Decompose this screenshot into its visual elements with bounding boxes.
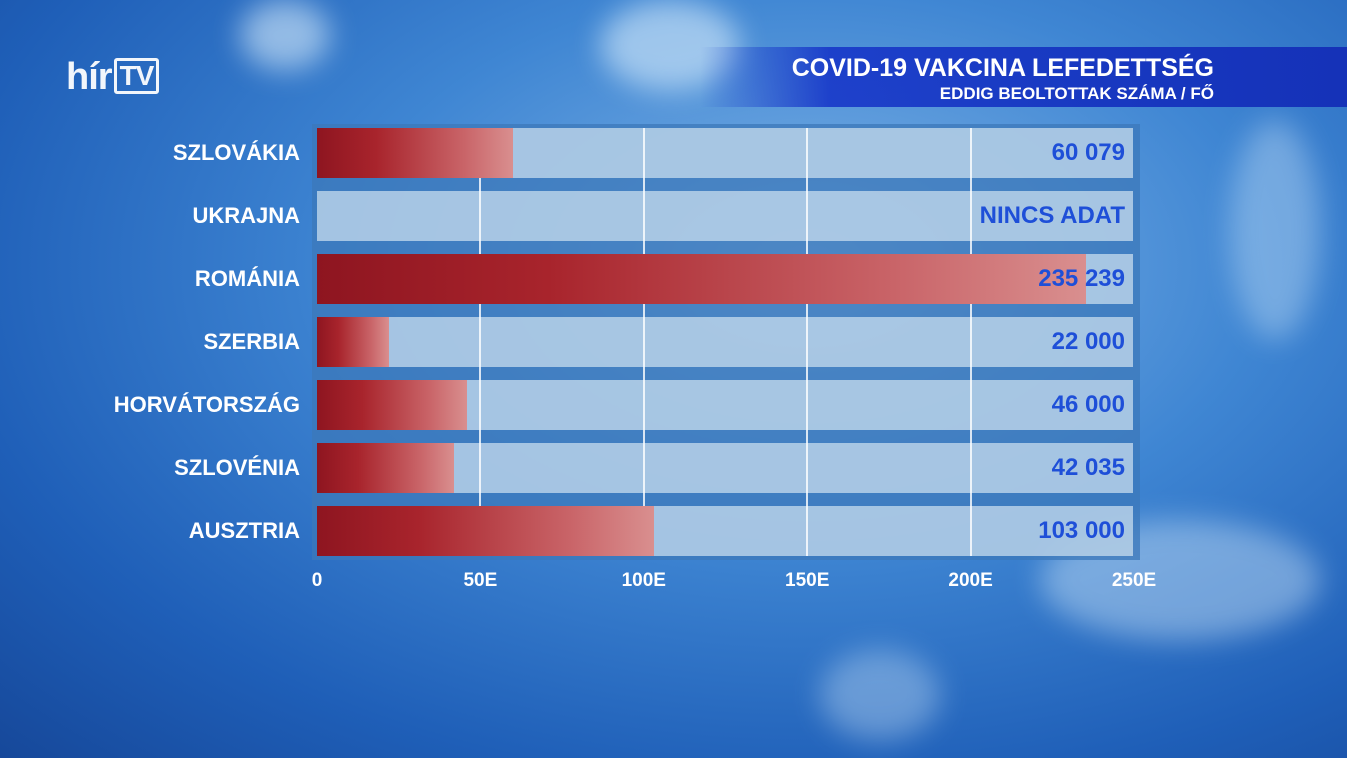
category-label: AUSZTRIA — [188, 518, 300, 543]
category-label: SZLOVÁKIA — [172, 140, 300, 165]
value-label: 103 000 — [1038, 517, 1125, 544]
value-label: 22 000 — [1051, 328, 1125, 355]
gridline — [642, 128, 645, 556]
bar — [317, 443, 455, 493]
value-label: 235 239 — [1038, 265, 1125, 292]
row-band — [317, 191, 1133, 241]
bar — [317, 317, 389, 367]
hirtv-logo: hír TV — [66, 56, 160, 99]
x-tick-label: 150E — [785, 570, 830, 591]
x-tick-label: 100E — [621, 570, 666, 591]
bar — [317, 128, 514, 178]
bar — [317, 506, 654, 556]
title-bar — [700, 47, 1347, 107]
chart-title: COVID-19 VAKCINA LEFEDETTSÉG — [791, 54, 1214, 82]
value-label: NINCS ADAT — [979, 202, 1125, 229]
x-tick-label: 0 — [311, 570, 323, 591]
gridline — [806, 128, 809, 556]
value-label: 42 035 — [1051, 454, 1125, 481]
x-tick-label: 250E — [1111, 570, 1157, 591]
bar — [317, 254, 1086, 304]
row-band — [317, 317, 1133, 367]
logo-tv: TV — [113, 58, 160, 94]
category-label: HORVÁTORSZÁG — [113, 392, 300, 417]
x-tick-label: 200E — [948, 570, 993, 591]
category-label: SZERBIA — [203, 329, 300, 354]
bar — [317, 380, 468, 430]
gridline — [969, 128, 972, 556]
x-tick-label: 50E — [463, 570, 498, 591]
gridline — [479, 128, 482, 556]
chart-subtitle: EDDIG BEOLTOTTAK SZÁMA / FŐ — [939, 84, 1214, 103]
category-label: SZLOVÉNIA — [174, 455, 300, 480]
category-label: ROMÁNIA — [194, 266, 300, 291]
value-label: 46 000 — [1051, 391, 1125, 418]
category-label: UKRAJNA — [192, 203, 300, 228]
value-label: 60 079 — [1051, 139, 1125, 166]
logo-text: hír — [66, 56, 113, 98]
